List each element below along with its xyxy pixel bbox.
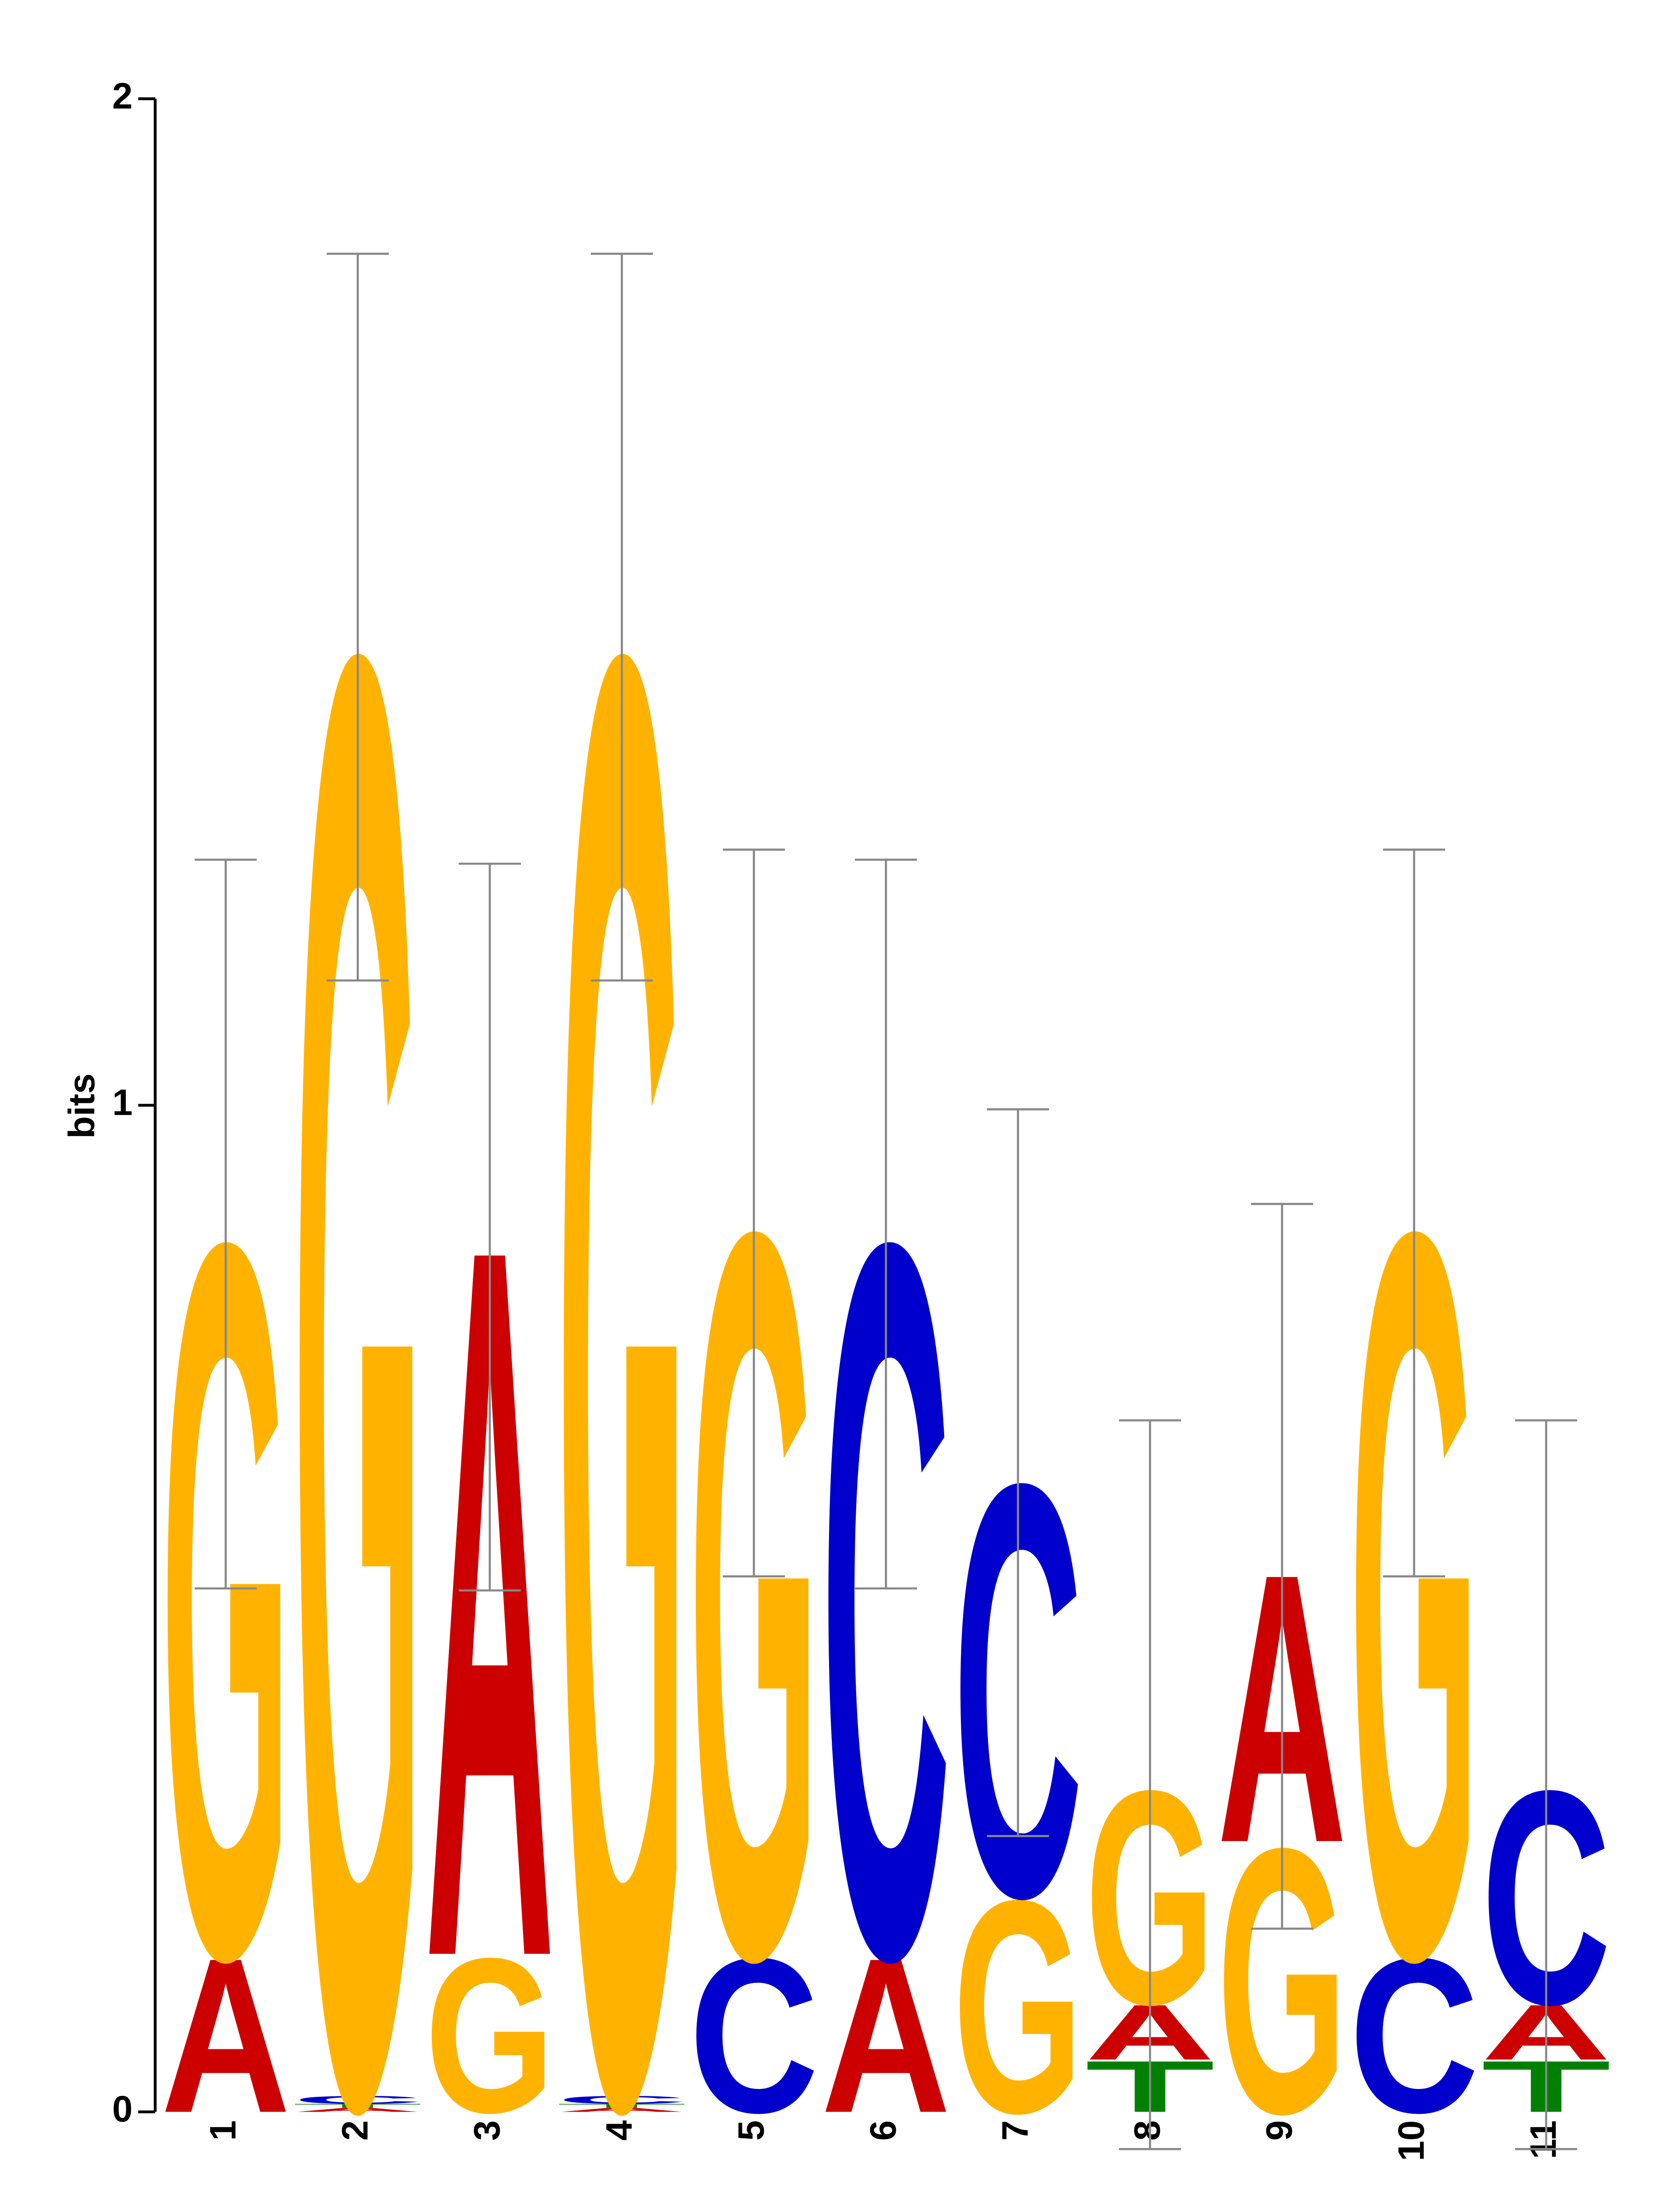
letter: G <box>425 1912 555 2159</box>
y-axis-label: bits <box>61 1073 102 1138</box>
letter: A <box>293 2107 426 2113</box>
letter: G <box>953 1837 1083 2177</box>
x-tick-label: 3 <box>466 2120 507 2141</box>
x-tick-label: 4 <box>598 2120 639 2141</box>
letter: T <box>557 2103 696 2109</box>
y-tick-label: 1 <box>112 1082 132 1123</box>
y-tick-label: 2 <box>112 75 132 116</box>
x-tick-label: 2 <box>334 2120 375 2141</box>
x-tick-label: 8 <box>1127 2120 1168 2141</box>
letter: C <box>557 2094 687 2106</box>
x-tick-label: 9 <box>1259 2120 1300 2141</box>
letter: C <box>1349 1912 1479 2159</box>
letter: C <box>293 2094 423 2106</box>
x-tick-label: 5 <box>730 2120 771 2141</box>
letter: A <box>161 1912 291 2159</box>
x-tick-label: 10 <box>1391 2120 1432 2161</box>
x-tick-label: 1 <box>202 2120 243 2141</box>
letter: C <box>689 1912 819 2159</box>
letter: A <box>557 2107 690 2113</box>
x-tick-label: 11 <box>1523 2120 1564 2159</box>
x-tick-label: 6 <box>862 2120 903 2141</box>
x-tick-label: 7 <box>994 2120 1035 2141</box>
letter: T <box>293 2103 432 2109</box>
letter: A <box>821 1912 951 2159</box>
y-tick-label: 0 <box>112 2088 132 2130</box>
